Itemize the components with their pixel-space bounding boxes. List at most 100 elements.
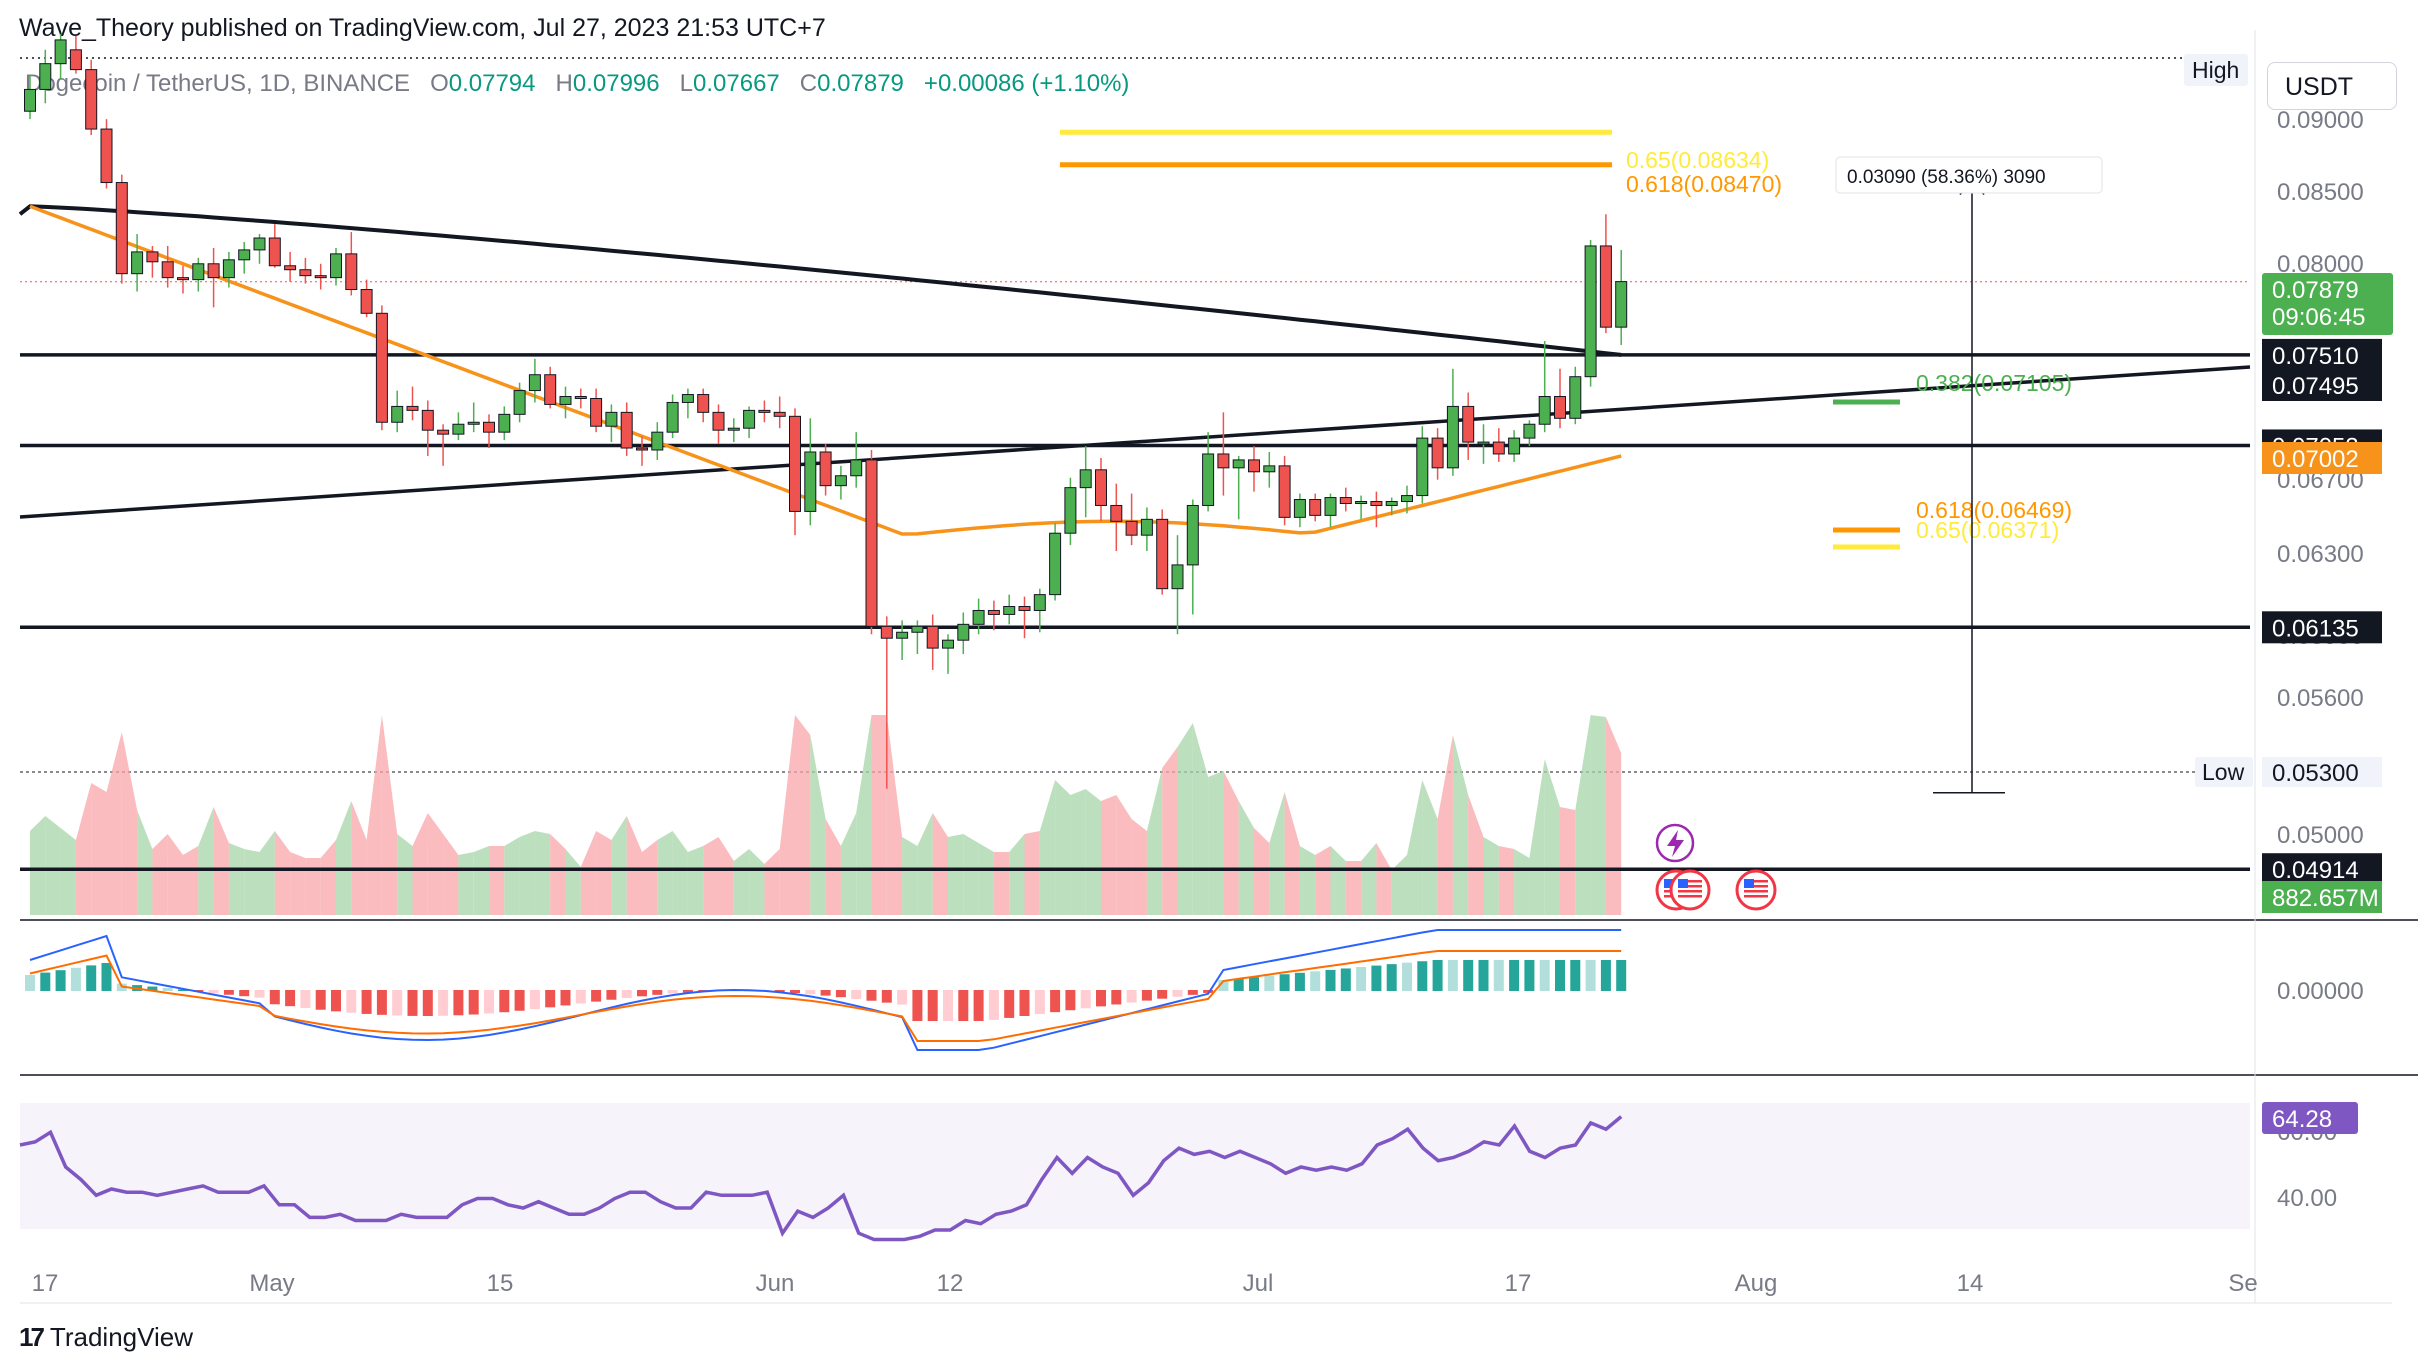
candle <box>69 35 82 74</box>
volume-segment <box>825 819 841 915</box>
macd-histogram-bar <box>162 987 173 991</box>
candle-body <box>360 289 373 314</box>
volume-segment <box>1116 795 1132 915</box>
volume-segment <box>1085 789 1101 915</box>
candle-body <box>284 265 297 271</box>
candle <box>54 33 67 80</box>
candle-body <box>651 431 664 451</box>
range-measure[interactable]: 0.03090 (58.36%) 3090 <box>1835 156 2103 794</box>
candle-body <box>1202 453 1215 506</box>
volume-segment <box>657 831 673 915</box>
candle <box>1538 341 1551 433</box>
candle-body <box>406 405 419 411</box>
tradingview-logo-icon: 17 <box>19 1322 45 1352</box>
candle <box>1569 366 1582 425</box>
fibonacci-levels[interactable]: 0.65(0.08634)0.618(0.08470) 0.382(0.07105… <box>1060 129 2072 550</box>
candle-body <box>590 397 603 427</box>
candle <box>743 406 756 439</box>
volume-segment <box>45 816 61 915</box>
candle-body <box>1110 504 1123 522</box>
volume-segment <box>75 783 92 915</box>
candle-body <box>1615 281 1628 328</box>
volume-segment <box>1055 780 1071 915</box>
macd-line <box>29 929 1622 1051</box>
candle-body <box>1064 487 1077 534</box>
level-tag: 0.04914 <box>2262 853 2382 886</box>
candle-body <box>758 409 771 413</box>
macd-histogram-bar <box>1264 975 1275 991</box>
volume-segment <box>764 849 780 915</box>
candle-body <box>1263 465 1276 473</box>
candle-body <box>1309 499 1322 516</box>
candle-body <box>636 447 648 451</box>
candle-body <box>865 459 878 627</box>
macd-histogram-bar <box>637 990 647 997</box>
candle-body <box>391 405 404 423</box>
price-tick-label: 0.06300 <box>2277 541 2364 568</box>
candle-body <box>437 429 450 435</box>
candle-body <box>819 451 832 487</box>
level-tag-text: 0.07510 <box>2272 343 2359 370</box>
volume-segment <box>152 834 168 915</box>
candle <box>926 614 939 670</box>
candle-body <box>1217 453 1230 469</box>
price-tick-label: 0.08500 <box>2277 179 2364 206</box>
candle-body <box>1095 469 1107 506</box>
volume-segment <box>1208 771 1224 915</box>
candle <box>666 394 679 439</box>
candle <box>1615 249 1628 345</box>
candle <box>100 119 113 189</box>
macd-histogram-bar <box>912 990 923 1021</box>
candle-body <box>559 396 572 405</box>
volume-segment <box>840 813 857 915</box>
volume-segment <box>550 834 566 915</box>
level-tag-bg <box>2262 611 2382 644</box>
price-axis[interactable]: 0.090000.085000.080000.067000.063000.059… <box>2184 54 2393 1212</box>
trendline-tag: 0.07495 <box>2262 369 2382 401</box>
macd-histogram-bar <box>1111 990 1122 1005</box>
candles <box>24 33 1628 789</box>
brand-name: TradingView <box>49 1322 193 1352</box>
macd-histogram-bar <box>682 990 693 993</box>
macd-histogram-bar <box>1050 990 1061 1013</box>
candle <box>896 620 909 660</box>
macd-histogram-bar <box>591 990 602 1002</box>
candle-body <box>1401 495 1413 503</box>
candle <box>222 251 235 288</box>
candle-body <box>1584 245 1597 378</box>
volume-segment <box>1299 846 1316 915</box>
volume-segment <box>473 846 489 915</box>
candle-body <box>1431 437 1444 469</box>
candle <box>758 400 771 423</box>
currency-button[interactable]: USDT <box>2267 62 2397 110</box>
macd-histogram-bar <box>1539 960 1550 991</box>
candle <box>773 396 786 429</box>
volume-area <box>30 715 1622 915</box>
macd-histogram-bar <box>269 990 280 1005</box>
volume-segment <box>1376 843 1392 915</box>
macd-histogram-bar <box>254 990 265 998</box>
macd-histogram-bar <box>1294 972 1305 991</box>
volume-segment <box>458 852 474 915</box>
time-axis[interactable]: 17 May 15 Jun 12 Jul 17 Aug 14 Se <box>32 1270 2258 1297</box>
volume-segment <box>427 813 444 915</box>
volume-segment <box>167 834 183 915</box>
macd-histogram-bar <box>621 990 632 998</box>
volume-segment <box>1422 780 1438 915</box>
macd-histogram-bar <box>422 990 433 1016</box>
volume-segment <box>1361 843 1377 915</box>
volume-segment <box>1575 715 1591 915</box>
macd-histogram-bar <box>55 970 66 991</box>
horizontal-levels[interactable] <box>19 353 2251 871</box>
candle-body <box>1156 518 1169 590</box>
time-tick-label: 17 <box>32 1270 59 1297</box>
volume-segment <box>856 715 872 915</box>
level-tag-bg <box>2262 338 2382 371</box>
volume-segment <box>1330 846 1346 915</box>
candle-body <box>1508 437 1521 455</box>
candle <box>498 406 511 441</box>
level-tag-bg <box>2262 853 2382 886</box>
close-value: 0.07879 <box>817 70 904 97</box>
event-icons[interactable] <box>1655 823 1777 911</box>
